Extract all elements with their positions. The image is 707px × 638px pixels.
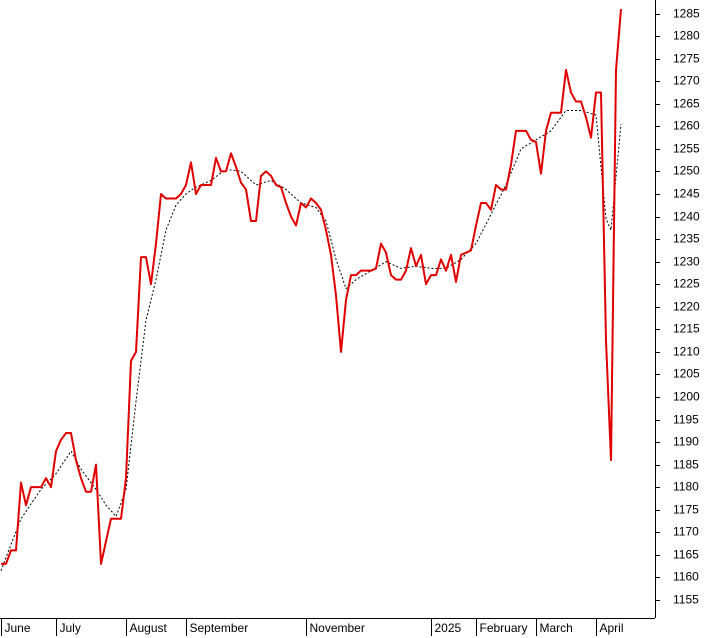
- x-tick-label: February: [480, 621, 528, 635]
- y-tick-label: 1250: [673, 164, 700, 178]
- x-tick-label: November: [310, 621, 365, 635]
- y-tick-label: 1280: [673, 29, 700, 43]
- y-tick-label: 1275: [673, 52, 700, 66]
- y-tick-label: 1170: [673, 525, 699, 539]
- y-tick-label: 1215: [673, 322, 700, 336]
- y-tick-label: 1180: [673, 480, 699, 494]
- y-tick-label: 1185: [673, 458, 699, 472]
- y-tick-label: 1270: [673, 74, 700, 88]
- y-tick-label: 1285: [673, 7, 700, 21]
- x-tick-label: July: [60, 621, 81, 635]
- y-tick-label: 1210: [673, 345, 700, 359]
- y-tick-label: 1200: [673, 390, 700, 404]
- series-line: [1, 8, 622, 565]
- y-tick-label: 1175: [673, 503, 699, 517]
- y-tick-label: 1255: [673, 142, 700, 156]
- y-tick-label: 1245: [673, 187, 700, 201]
- x-tick-label: August: [130, 621, 168, 635]
- x-tick-label: March: [540, 621, 573, 635]
- y-tick-label: 1160: [673, 570, 699, 584]
- y-tick-label: 1265: [673, 97, 700, 111]
- series-line: [0, 110, 622, 571]
- y-tick-label: 1165: [673, 548, 699, 562]
- y-tick-label: 1240: [673, 210, 700, 224]
- y-tick-label: 1205: [673, 367, 700, 381]
- x-tick-label: September: [190, 621, 249, 635]
- x-tick-label: April: [600, 621, 624, 635]
- y-tick-label: 1190: [673, 435, 699, 449]
- x-tick-label: 2025: [435, 621, 462, 635]
- y-tick-label: 1235: [673, 232, 700, 246]
- x-tick-label: June: [5, 621, 31, 635]
- y-tick-label: 1260: [673, 119, 700, 133]
- y-tick-label: 1195: [673, 413, 699, 427]
- y-tick-label: 1225: [673, 277, 700, 291]
- y-tick-label: 1230: [673, 255, 700, 269]
- y-tick-label: 1220: [673, 300, 700, 314]
- y-tick-label: 1155: [673, 593, 699, 607]
